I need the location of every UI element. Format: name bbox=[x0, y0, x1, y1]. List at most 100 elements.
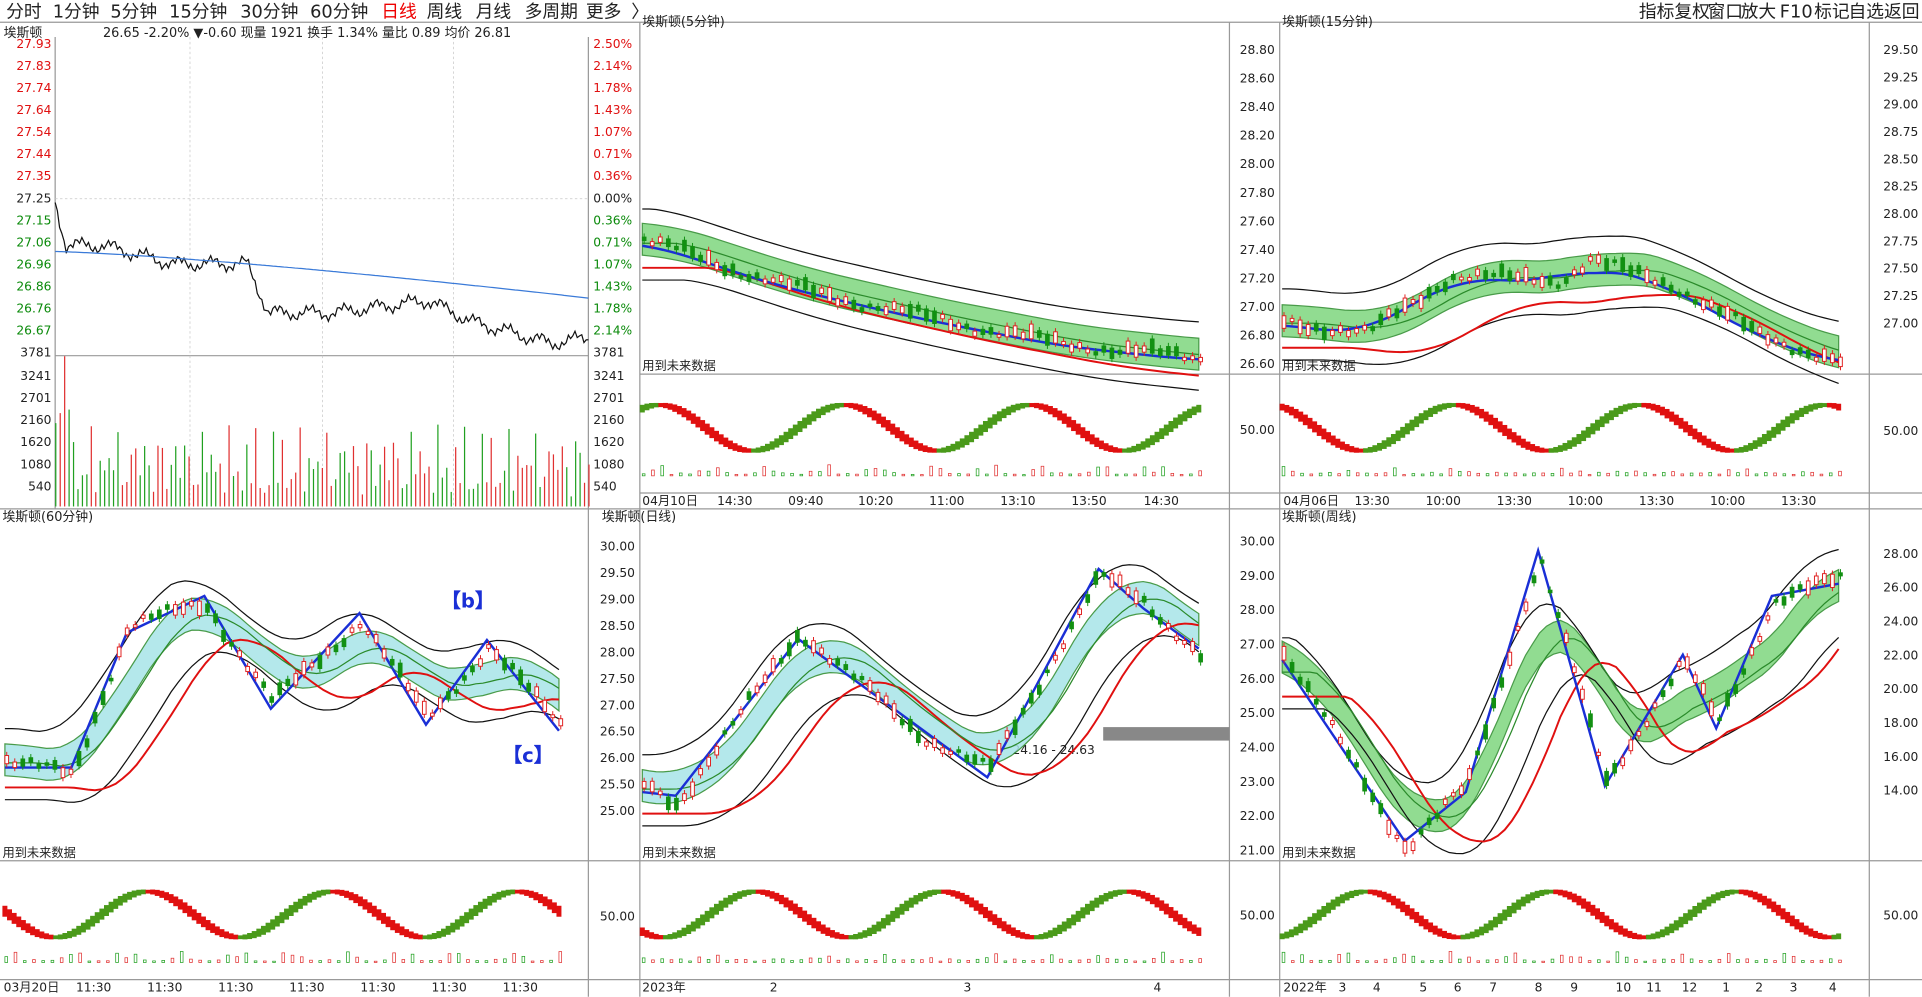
indicator-bar bbox=[216, 959, 221, 963]
volume-bar bbox=[224, 492, 226, 507]
candle-body bbox=[851, 673, 857, 681]
candle-body bbox=[1692, 299, 1698, 305]
indicator-bar bbox=[725, 472, 729, 477]
indicator-bar bbox=[1476, 960, 1480, 963]
candle-body bbox=[1394, 834, 1400, 839]
y-label: 27.60 bbox=[1240, 214, 1275, 228]
y-label: 29.50 bbox=[1883, 43, 1918, 57]
indicator-bar bbox=[1736, 959, 1740, 963]
indicator-bar bbox=[1411, 473, 1416, 477]
candle-body bbox=[1709, 299, 1714, 308]
tab[interactable]: 30分钟 bbox=[240, 1, 298, 22]
candle-body bbox=[682, 239, 687, 252]
indicator-bar bbox=[1819, 959, 1824, 963]
tool[interactable]: 放大 bbox=[1741, 1, 1777, 22]
volume-bar bbox=[121, 485, 124, 507]
candle-body bbox=[1198, 653, 1203, 663]
x-label: 5 bbox=[1419, 981, 1427, 995]
indicator-bar bbox=[290, 954, 295, 963]
tab[interactable]: 更多 bbox=[586, 1, 622, 22]
volume-bar bbox=[517, 455, 519, 507]
candle-body bbox=[1004, 325, 1010, 338]
tab[interactable]: 月线 bbox=[476, 1, 512, 22]
candle-body bbox=[1117, 574, 1123, 588]
candle-body bbox=[714, 745, 720, 756]
tool[interactable]: 自选 bbox=[1848, 1, 1884, 22]
indicator-bar bbox=[688, 960, 692, 963]
panel-title: 埃斯顿(5分钟) bbox=[642, 14, 725, 30]
candle-body bbox=[1166, 346, 1171, 356]
tool[interactable]: 复权 bbox=[1674, 1, 1710, 22]
volume-bar bbox=[237, 471, 239, 507]
candle-body bbox=[867, 680, 873, 692]
indicator-bar bbox=[1198, 958, 1202, 963]
candle-body bbox=[1692, 674, 1698, 683]
tab[interactable]: 60分钟 bbox=[310, 1, 368, 22]
candle-body bbox=[875, 691, 881, 703]
candle-body bbox=[754, 272, 760, 279]
candle-body bbox=[843, 296, 849, 305]
x-label: 2023年 bbox=[642, 981, 685, 995]
candle-body bbox=[996, 743, 1002, 755]
volume-bar bbox=[286, 487, 288, 507]
tool[interactable]: 指标 bbox=[1639, 1, 1675, 22]
volume-label: 1620 bbox=[593, 435, 624, 449]
tab[interactable]: 分时 bbox=[6, 1, 42, 22]
candle-body bbox=[1555, 612, 1561, 619]
candle-body bbox=[550, 714, 556, 719]
indicator-bar bbox=[873, 468, 878, 477]
x-label: 09:40 bbox=[788, 494, 823, 508]
volume-bar bbox=[77, 489, 79, 507]
indicator-bar bbox=[929, 465, 933, 477]
y-label: 27.80 bbox=[1240, 186, 1275, 200]
candle-body bbox=[173, 604, 178, 616]
indicator-bar bbox=[69, 954, 73, 963]
x-label: 11:30 bbox=[289, 981, 324, 995]
volume-label: 540 bbox=[593, 479, 616, 493]
volume-bar bbox=[366, 443, 368, 507]
volume-bar bbox=[201, 431, 204, 507]
candle-body bbox=[1467, 276, 1472, 282]
candle-body bbox=[641, 780, 647, 789]
tab[interactable]: 日线 bbox=[381, 1, 417, 22]
indicator-bar bbox=[743, 959, 748, 963]
tool[interactable]: 返回 bbox=[1884, 1, 1920, 22]
indicator-bar bbox=[373, 960, 378, 963]
candle-body bbox=[1813, 356, 1819, 362]
volume-bar bbox=[375, 485, 377, 507]
tab[interactable]: 多周期 bbox=[525, 1, 578, 22]
tool[interactable]: 窗口 bbox=[1707, 1, 1743, 22]
tool[interactable]: F10 bbox=[1780, 2, 1813, 22]
tab[interactable]: 15分钟 bbox=[169, 1, 227, 22]
volume-bar bbox=[112, 470, 115, 507]
indicator-bar bbox=[96, 960, 101, 963]
tab[interactable]: 〉 bbox=[631, 2, 649, 22]
moving-average bbox=[642, 622, 1199, 815]
indicator-bar bbox=[808, 957, 813, 963]
candle-body bbox=[1012, 719, 1018, 735]
volume-bar bbox=[361, 494, 363, 507]
volume-bar bbox=[241, 490, 244, 507]
candle-body bbox=[1612, 762, 1617, 774]
indicator-bar bbox=[1662, 958, 1666, 963]
tool[interactable]: 标记 bbox=[1814, 1, 1850, 22]
y-label: 16.00 bbox=[1883, 750, 1918, 764]
tab[interactable]: 1分钟 bbox=[53, 1, 100, 22]
tab[interactable]: 5分钟 bbox=[110, 1, 157, 22]
tab[interactable]: 周线 bbox=[427, 1, 463, 22]
candle-body bbox=[1182, 640, 1187, 645]
y-label: 29.00 bbox=[1883, 98, 1918, 112]
indicator-bar bbox=[1012, 473, 1017, 477]
indicator-bar bbox=[392, 952, 396, 963]
candle-body bbox=[1596, 751, 1601, 757]
candle-body bbox=[277, 682, 283, 696]
x-label: 12 bbox=[1682, 981, 1698, 995]
indicator-bar bbox=[1764, 958, 1768, 963]
volume-bar bbox=[317, 461, 319, 507]
candle-body bbox=[60, 767, 66, 779]
candle-body bbox=[1547, 275, 1553, 286]
candle-body bbox=[1507, 651, 1513, 666]
candle-body bbox=[1644, 269, 1650, 284]
indicator-bar bbox=[1597, 959, 1601, 963]
candle-body bbox=[478, 658, 483, 667]
